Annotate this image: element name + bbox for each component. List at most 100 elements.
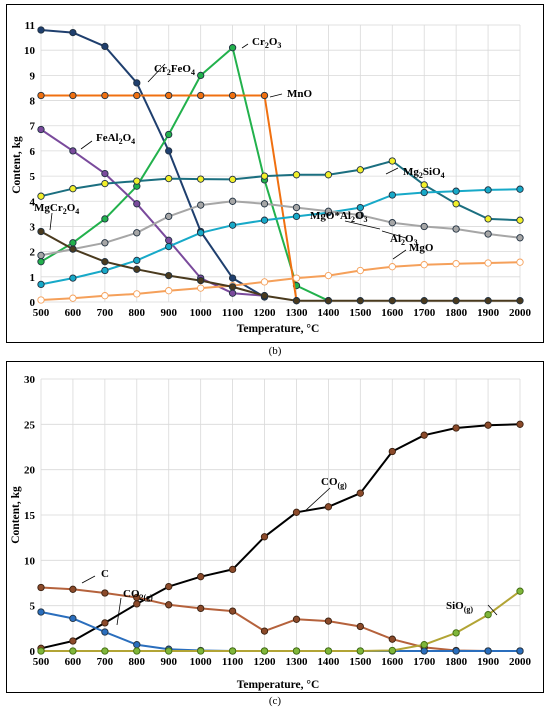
data-point-sio-g- [228, 647, 237, 655]
x-tick-label: 1000 [190, 656, 213, 668]
annotation-mgoal2o3: MgO*Al2O3 [310, 210, 381, 230]
data-point-al2o3 [356, 211, 364, 219]
data-point-mno [165, 91, 173, 100]
data-point-mgcr2o4 [356, 297, 364, 305]
data-point-cr2feo4 [101, 42, 109, 51]
x-tick-label: 1300 [285, 307, 308, 319]
x-tick-label: 600 [65, 307, 82, 319]
x-tick-label: 1800 [445, 307, 468, 319]
panel-b-x-tick-labels: 500 600 700 800 900 1000 1100 1200 1300 1400 1500 1… [33, 307, 532, 319]
data-point-sio-g- [292, 647, 301, 655]
x-tick-label: 2000 [509, 307, 532, 319]
data-point-al2o3 [388, 219, 396, 227]
series-cr2o3 [37, 44, 333, 305]
annotation-co2: CO2(g) [116, 588, 153, 626]
panel-c-caption: (c) [269, 695, 282, 707]
data-point-c [69, 585, 77, 593]
annotation-mgo: MgO [392, 242, 434, 260]
data-point-co-g- [292, 508, 301, 516]
data-point-mgo [452, 260, 460, 268]
data-point-co-g- [260, 533, 269, 541]
data-point-mg2sio4 [165, 174, 173, 183]
data-point-sio-g- [516, 587, 524, 595]
x-tick-label: 1500 [349, 656, 372, 668]
data-point-al2o3 [452, 225, 460, 233]
y-tick-label: 1 [30, 272, 36, 284]
y-tick-label: 0 [30, 646, 36, 658]
svg-text:MgCr2O4: MgCr2O4 [34, 202, 79, 216]
svg-text:Al2O3: Al2O3 [390, 233, 418, 247]
data-point-c [37, 583, 45, 592]
data-point-mgcr2o4 [133, 265, 141, 273]
y-tick-label: 9 [30, 70, 36, 82]
data-point-mgo-al2o3 [452, 187, 460, 195]
data-point-cr2feo4 [37, 26, 45, 34]
data-point-mgo [69, 294, 77, 302]
data-point-feal2o4 [37, 125, 45, 134]
data-point-co-g- [452, 424, 460, 432]
data-point-mno [228, 91, 237, 100]
data-point-cr2feo4 [69, 28, 77, 37]
data-point-mg2sio4 [260, 172, 269, 180]
x-tick-label: 1400 [317, 656, 340, 668]
data-point-co-g- [388, 447, 396, 456]
data-point-mgcr2o4 [292, 297, 301, 305]
data-point-co-g- [356, 489, 364, 497]
data-point-mgo-al2o3 [356, 203, 364, 212]
data-point-mg2sio4 [37, 192, 45, 200]
y-tick-label: 20 [24, 465, 36, 477]
data-point-co-g- [516, 420, 524, 428]
x-tick-label: 1200 [254, 656, 277, 668]
svg-text:CO(g): CO(g) [321, 476, 347, 490]
data-point-al2o3 [197, 201, 205, 209]
x-tick-label: 1700 [413, 307, 436, 319]
y-tick-label: 15 [24, 510, 36, 522]
data-point-mgcr2o4 [516, 297, 524, 305]
svg-text:C: C [101, 568, 109, 580]
data-point-mg2sio4 [388, 157, 396, 165]
data-point-co-g- [101, 619, 109, 627]
data-point-mgcr2o4 [228, 283, 237, 291]
series-line-feal2o4 [40, 128, 265, 297]
data-point-cr2feo4 [165, 147, 173, 155]
data-point-al2o3 [260, 200, 269, 208]
annotation-mgcr2o4: MgCr2O4 [34, 202, 79, 231]
data-point-mgo-al2o3 [260, 216, 269, 224]
x-tick-label: 1400 [317, 307, 340, 319]
series-line-al2o3 [40, 200, 521, 257]
data-point-mgo [484, 259, 492, 267]
data-point-c [388, 635, 396, 643]
panel-b-y-tick-labels: 0 1 2 3 4 5 6 7 8 9 10 11 [24, 20, 36, 309]
data-point-sio-g- [197, 647, 205, 655]
svg-text:CO2(g): CO2(g) [123, 588, 153, 602]
data-point-al2o3 [101, 239, 109, 247]
data-point-mg2sio4 [324, 171, 333, 179]
data-point-mgo-al2o3 [101, 266, 109, 275]
data-point-mgo-al2o3 [420, 188, 428, 197]
x-tick-label: 2000 [509, 656, 532, 668]
series-line-sio-g- [41, 590, 521, 652]
data-point-cr2o3 [228, 44, 237, 52]
data-point-al2o3 [420, 222, 428, 231]
svg-text:MgO*Al2O3: MgO*Al2O3 [310, 210, 368, 224]
data-point-mgo-al2o3 [292, 212, 301, 221]
data-point-sio-g- [324, 647, 333, 655]
svg-text:FeAl2O4: FeAl2O4 [96, 132, 135, 146]
data-point-sio-g- [133, 647, 141, 655]
data-point-sio-g- [165, 647, 173, 655]
data-point-sio-g- [37, 647, 45, 655]
data-point-c [133, 593, 141, 602]
panel-b-x-axis-label: Temperature, °C [237, 323, 320, 335]
data-point-c [356, 622, 364, 631]
svg-text:Cr2FeO4: Cr2FeO4 [154, 63, 195, 77]
data-point-co-g- [228, 565, 237, 574]
data-point-mg2sio4 [452, 200, 460, 208]
data-point-co-g- [197, 573, 205, 581]
x-tick-label: 700 [97, 656, 114, 668]
panel-b-y-axis-label: Content, kg [11, 136, 23, 194]
x-tick-label: 1200 [254, 307, 277, 319]
data-point-al2o3 [484, 230, 492, 238]
svg-text:MnO: MnO [287, 88, 313, 100]
y-tick-label: 0 [30, 297, 36, 309]
x-tick-label: 900 [160, 307, 177, 319]
